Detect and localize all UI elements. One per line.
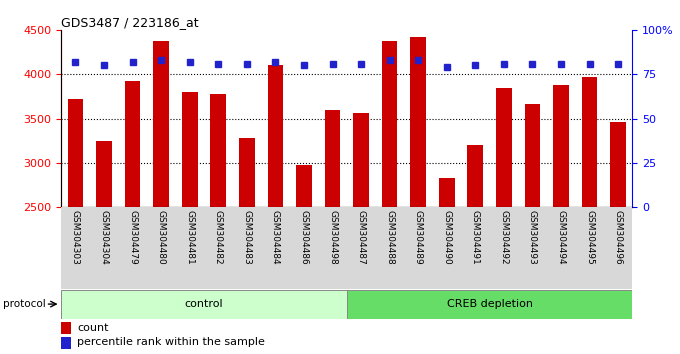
Bar xyxy=(496,88,512,207)
Bar xyxy=(182,92,198,207)
Bar xyxy=(67,99,84,207)
Bar xyxy=(467,145,483,207)
Text: percentile rank within the sample: percentile rank within the sample xyxy=(78,337,265,348)
Text: GSM304479: GSM304479 xyxy=(128,210,137,264)
Bar xyxy=(296,165,312,207)
Text: GSM304484: GSM304484 xyxy=(271,210,280,264)
Text: GSM304304: GSM304304 xyxy=(99,210,109,264)
Text: GSM304487: GSM304487 xyxy=(356,210,366,264)
Bar xyxy=(124,81,141,207)
Bar xyxy=(553,85,569,207)
Bar xyxy=(581,77,598,207)
Bar xyxy=(381,41,398,207)
Bar xyxy=(210,94,226,207)
Text: count: count xyxy=(78,322,109,332)
Text: GDS3487 / 223186_at: GDS3487 / 223186_at xyxy=(61,16,199,29)
Bar xyxy=(347,290,632,319)
Bar xyxy=(61,337,71,349)
Text: GSM304483: GSM304483 xyxy=(242,210,252,264)
Text: GSM304481: GSM304481 xyxy=(185,210,194,264)
Text: GSM304492: GSM304492 xyxy=(499,210,509,264)
Text: GSM304495: GSM304495 xyxy=(585,210,594,264)
Text: GSM304488: GSM304488 xyxy=(385,210,394,264)
Bar xyxy=(610,122,626,207)
Text: GSM304491: GSM304491 xyxy=(471,210,480,264)
Bar xyxy=(324,110,341,207)
Bar xyxy=(353,113,369,207)
Bar xyxy=(61,322,71,334)
Text: GSM304303: GSM304303 xyxy=(71,210,80,264)
Bar xyxy=(61,290,347,319)
Text: protocol: protocol xyxy=(3,299,46,309)
Bar xyxy=(267,65,284,207)
Bar xyxy=(239,138,255,207)
Text: GSM304498: GSM304498 xyxy=(328,210,337,264)
Text: GSM304496: GSM304496 xyxy=(613,210,623,264)
Text: control: control xyxy=(185,299,223,309)
Text: CREB depletion: CREB depletion xyxy=(447,299,532,309)
Text: GSM304480: GSM304480 xyxy=(156,210,166,264)
Bar xyxy=(439,178,455,207)
Text: GSM304494: GSM304494 xyxy=(556,210,566,264)
Text: GSM304482: GSM304482 xyxy=(214,210,223,264)
Text: GSM304489: GSM304489 xyxy=(413,210,423,264)
Bar xyxy=(96,141,112,207)
Bar xyxy=(153,41,169,207)
Text: GSM304490: GSM304490 xyxy=(442,210,452,264)
Bar xyxy=(410,37,426,207)
Bar xyxy=(524,103,541,207)
Text: GSM304493: GSM304493 xyxy=(528,210,537,264)
Text: GSM304486: GSM304486 xyxy=(299,210,309,264)
